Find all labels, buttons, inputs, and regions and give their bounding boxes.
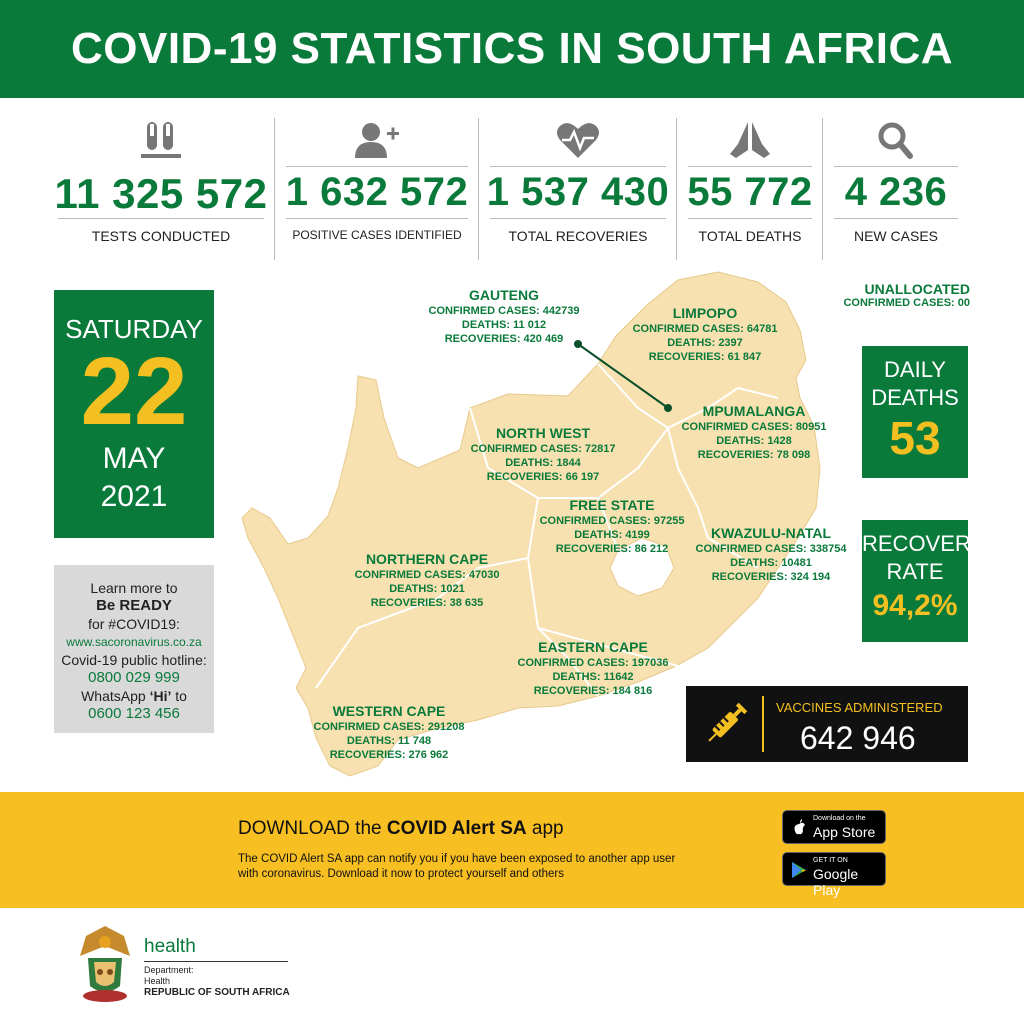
vaccines-label: VACCINES ADMINISTERED <box>776 700 943 715</box>
department-name: Department: Health REPUBLIC OF SOUTH AFR… <box>144 965 290 998</box>
recovery-rate-value: 94,2% <box>872 589 958 622</box>
app-banner: DOWNLOAD the COVID Alert SA app The COVI… <box>0 792 1024 908</box>
tests-value: 11 325 572 <box>54 170 268 217</box>
info-line: Learn more to <box>90 580 178 596</box>
divider <box>286 218 468 219</box>
divider <box>834 166 958 167</box>
stats-row: 11 325 572 TESTS CONDUCTED 1 632 572 POS… <box>48 118 968 260</box>
date-box: SATURDAY 22 MAY 2021 <box>54 290 214 538</box>
vaccines-value: 642 946 <box>800 720 916 756</box>
province-eastern-cape: EASTERN CAPE CONFIRMED CASES: 197036 DEA… <box>517 639 669 697</box>
stat-deaths: 55 772 TOTAL DEATHS <box>678 118 822 260</box>
hotline-label: Covid-19 public hotline: <box>61 652 207 668</box>
coat-of-arms-logo <box>74 922 136 1009</box>
stat-positive: 1 632 572 POSITIVE CASES IDENTIFIED <box>276 118 478 260</box>
divider <box>762 696 764 752</box>
deaths-label: TOTAL DEATHS <box>698 228 802 244</box>
add-person-icon <box>276 118 478 162</box>
health-wordmark: health <box>144 936 196 957</box>
positive-value: 1 632 572 <box>285 170 469 214</box>
divider <box>688 166 812 167</box>
gauteng-pointer <box>577 343 669 409</box>
weekday: SATURDAY <box>65 314 203 344</box>
gauteng-dot <box>574 340 582 348</box>
tests-label: TESTS CONDUCTED <box>91 228 231 244</box>
info-line: for #COVID19: <box>88 616 180 632</box>
divider <box>478 118 479 260</box>
praying-hands-icon <box>678 118 822 162</box>
divider <box>822 118 823 260</box>
search-icon <box>824 118 968 162</box>
daily-deaths-box: DAILY DEATHS 53 <box>862 346 968 478</box>
lesotho <box>609 537 675 597</box>
divider <box>144 961 288 962</box>
info-box: Learn more to Be READY for #COVID19: www… <box>54 565 214 733</box>
google-play-button[interactable]: GET IT ON Google Play <box>782 852 886 898</box>
header-bar: COVID-19 STATISTICS IN SOUTH AFRICA <box>0 0 1024 98</box>
whatsapp-number[interactable]: 0600 123 456 <box>88 705 180 722</box>
divider <box>490 218 666 219</box>
stat-recoveries: 1 537 430 TOTAL RECOVERIES <box>480 118 676 260</box>
stat-new-cases: 4 236 NEW CASES <box>824 118 968 260</box>
divider <box>676 118 677 260</box>
stat-tests: 11 325 572 TESTS CONDUCTED <box>48 118 274 260</box>
south-africa-map <box>241 271 821 777</box>
apple-icon <box>791 819 807 842</box>
divider <box>688 218 812 219</box>
province-kwazulu-natal: KWAZULU-NATAL CONFIRMED CASES: 338754 DE… <box>695 525 847 583</box>
page-title: COVID-19 STATISTICS IN SOUTH AFRICA <box>70 24 954 73</box>
province-north-west: NORTH WEST CONFIRMED CASES: 72817 DEATHS… <box>470 425 616 483</box>
province-limpopo: LIMPOPO CONFIRMED CASES: 64781 DEATHS: 2… <box>632 305 778 363</box>
app-store-button[interactable]: Download on the App Store <box>782 810 886 844</box>
whatsapp-label: WhatsApp ‘Hi’ to <box>81 688 187 704</box>
vaccines-box: VACCINES ADMINISTERED 642 946 <box>686 686 968 762</box>
app-description: The COVID Alert SA app can notify you if… <box>238 853 676 880</box>
new-cases-label: NEW CASES <box>853 228 938 244</box>
download-heading: DOWNLOAD the COVID Alert SA app <box>238 818 564 839</box>
info-be-ready: Be READY <box>96 597 172 614</box>
divider <box>490 166 666 167</box>
day: 22 <box>80 338 188 445</box>
province-western-cape: WESTERN CAPE CONFIRMED CASES: 291208 DEA… <box>313 703 465 761</box>
province-mpumalanga: MPUMALANGA CONFIRMED CASES: 80951 DEATHS… <box>681 403 827 461</box>
test-tubes-icon <box>48 118 274 162</box>
province-gauteng: GAUTENG CONFIRMED CASES: 442739 DEATHS: … <box>428 287 580 345</box>
positive-label: POSITIVE CASES IDENTIFIED <box>292 228 462 242</box>
year: 2021 <box>100 480 168 513</box>
month: MAY <box>102 442 166 475</box>
play-icon <box>791 861 807 884</box>
heartbeat-icon <box>480 118 676 162</box>
divider <box>286 166 468 167</box>
province-borders <box>315 363 779 697</box>
recovery-rate-box: RECOVERY RATE 94,2% <box>862 520 986 642</box>
divider <box>834 218 958 219</box>
divider <box>274 118 275 260</box>
daily-deaths-label: DAILY DEATHS <box>871 357 959 410</box>
new-cases-value: 4 236 <box>844 170 948 214</box>
hotline-number[interactable]: 0800 029 999 <box>88 669 180 686</box>
recovery-rate-label: RECOVERY RATE <box>862 531 986 584</box>
unallocated: UNALLOCATED CONFIRMED CASES: 00 <box>843 281 970 309</box>
daily-deaths-value: 53 <box>889 412 941 464</box>
website-link[interactable]: www.sacoronavirus.co.za <box>66 635 202 649</box>
province-free-state: FREE STATE CONFIRMED CASES: 97255 DEATHS… <box>539 497 685 555</box>
deaths-value: 55 772 <box>687 170 813 214</box>
gauteng-dot <box>664 404 672 412</box>
syringe-icon <box>698 696 754 757</box>
recoveries-label: TOTAL RECOVERIES <box>508 228 648 244</box>
province-northern-cape: NORTHERN CAPE CONFIRMED CASES: 47030 DEA… <box>354 551 500 609</box>
recoveries-value: 1 537 430 <box>486 170 670 214</box>
divider <box>58 218 264 219</box>
